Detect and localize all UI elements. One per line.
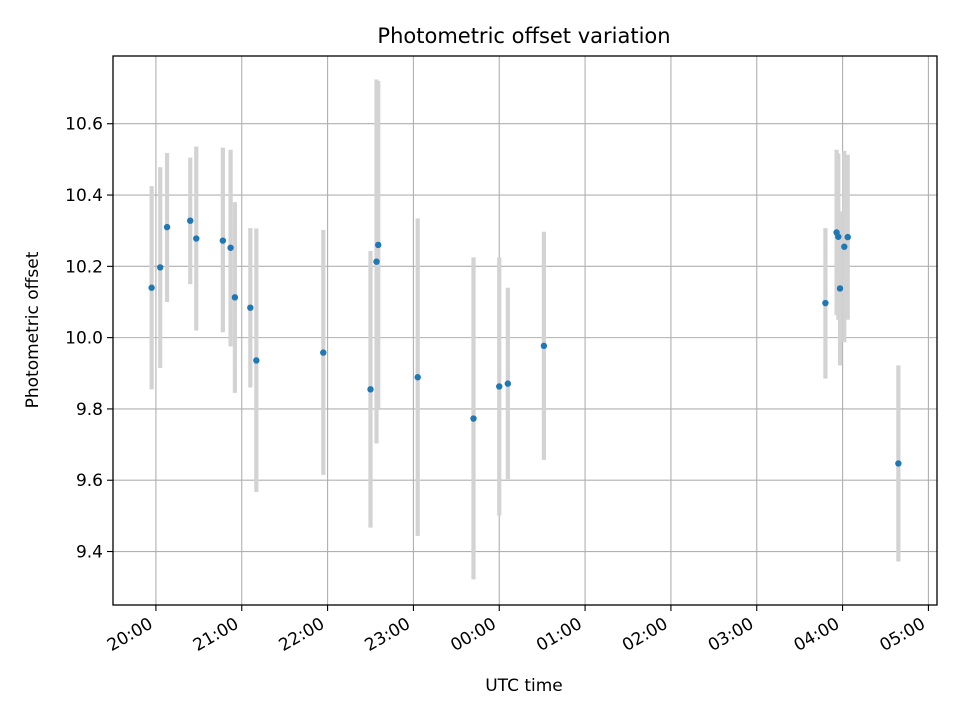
data-point (504, 380, 512, 387)
data-point (253, 357, 260, 364)
y-tick-label: 10.4 (65, 186, 103, 206)
data-point (157, 264, 164, 271)
y-tick-label: 9.6 (76, 471, 103, 491)
y-tick-label: 10.2 (65, 257, 103, 277)
data-point (231, 294, 239, 301)
y-tick-label: 9.4 (76, 543, 103, 563)
data-point (187, 217, 194, 224)
data-point (227, 244, 234, 251)
data-point (835, 233, 842, 240)
data-point (841, 243, 848, 250)
data-point (373, 258, 380, 265)
data-point (375, 241, 382, 249)
data-point (247, 304, 254, 311)
data-points (148, 217, 902, 467)
y-tick-label: 10.0 (65, 329, 103, 349)
plot-frame (112, 55, 938, 606)
grid-lines (113, 56, 937, 605)
chart-title: Photometric offset variation (377, 24, 670, 48)
data-point (836, 285, 844, 292)
data-point (895, 460, 902, 467)
data-point (219, 237, 227, 244)
data-point (367, 386, 374, 393)
y-tick-label: 9.8 (76, 400, 103, 420)
data-point (163, 223, 171, 231)
data-point (193, 235, 200, 242)
y-tick-label: 10.6 (65, 115, 103, 135)
data-point (148, 284, 155, 291)
data-point (844, 233, 851, 241)
data-point (540, 342, 548, 350)
data-point (496, 383, 503, 390)
data-point (320, 349, 327, 356)
x-axis-label: UTC time (485, 676, 563, 696)
y-axis-ticks: 9.4 9.6 9.8 10.0 10.2 10.4 10.6 (65, 115, 113, 563)
data-point (414, 374, 421, 381)
data-point (822, 299, 829, 307)
y-axis-label: Photometric offset (23, 251, 43, 408)
data-point (470, 415, 477, 422)
